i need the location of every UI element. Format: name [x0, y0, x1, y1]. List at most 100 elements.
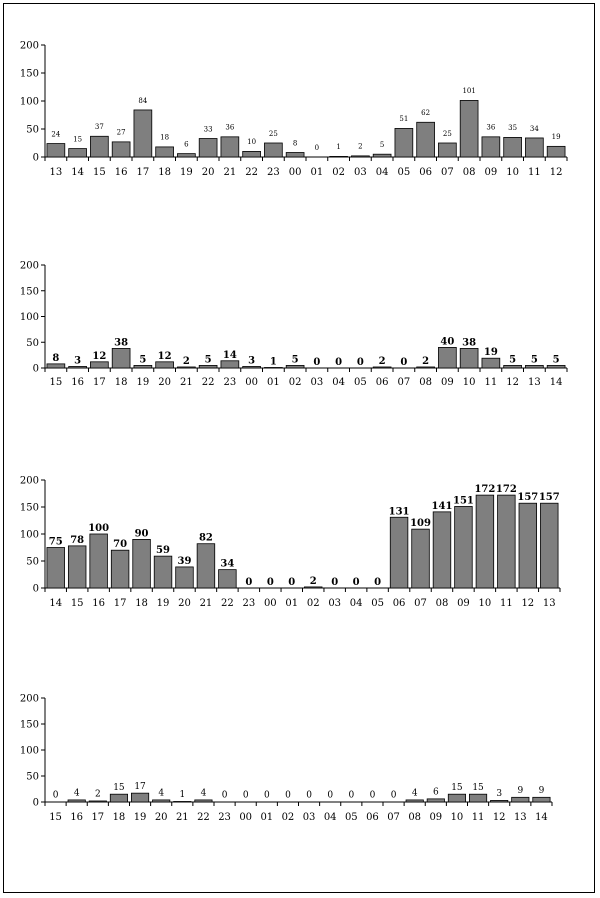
- bar: [475, 494, 495, 589]
- data-label: 0: [315, 144, 319, 152]
- x-tick-label: 02: [282, 812, 295, 823]
- data-label: 10: [247, 138, 256, 146]
- y-tick-label: 200: [20, 41, 39, 52]
- bar: [447, 793, 466, 803]
- data-label: 8: [293, 139, 297, 147]
- data-label: 15: [113, 783, 125, 793]
- bar: [175, 566, 194, 589]
- data-label: 0: [335, 357, 342, 368]
- bar: [518, 502, 538, 589]
- data-label: 109: [410, 518, 431, 529]
- x-tick-label: 09: [485, 167, 498, 178]
- x-tick-label: 17: [114, 598, 127, 609]
- bar: [304, 586, 323, 589]
- data-label: 75: [49, 537, 63, 548]
- bar: [497, 494, 516, 589]
- bar: [532, 796, 551, 803]
- data-label: 0: [348, 791, 354, 801]
- x-tick-label: 08: [436, 598, 449, 609]
- x-tick-label: 09: [429, 812, 442, 823]
- bar: [525, 365, 544, 369]
- bar: [218, 569, 237, 589]
- x-tick-label: 14: [535, 812, 548, 823]
- x-tick-label: 15: [93, 167, 106, 178]
- data-label: 14: [223, 350, 237, 361]
- data-label: 0: [267, 577, 274, 588]
- x-tick-label: 00: [264, 598, 277, 609]
- bar: [67, 545, 87, 589]
- data-label: 33: [204, 125, 213, 133]
- x-tick-label: 14: [49, 598, 62, 609]
- data-label: 27: [117, 129, 126, 137]
- bar: [459, 348, 479, 369]
- bar: [177, 366, 196, 369]
- x-tick-label: 09: [441, 377, 454, 388]
- bar: [372, 153, 392, 158]
- figure-frame: [3, 3, 595, 893]
- data-label: 0: [400, 357, 407, 368]
- data-label: 3: [248, 355, 255, 366]
- x-tick-label: 23: [224, 377, 237, 388]
- x-tick-label: 20: [202, 167, 215, 178]
- data-label: 0: [331, 577, 338, 588]
- x-tick-label: 06: [419, 167, 432, 178]
- y-tick-label: 100: [20, 312, 39, 323]
- data-label: 0: [53, 791, 59, 801]
- data-label: 62: [421, 109, 430, 117]
- x-tick-label: 10: [479, 598, 492, 609]
- data-label: 78: [70, 535, 84, 546]
- x-tick-label: 11: [485, 377, 498, 388]
- data-label: 5: [531, 354, 538, 365]
- data-label: 0: [391, 791, 397, 801]
- x-tick-label: 10: [506, 167, 519, 178]
- bar: [426, 798, 445, 803]
- x-tick-label: 13: [543, 598, 556, 609]
- bar: [88, 800, 107, 803]
- x-tick-label: 22: [221, 598, 234, 609]
- y-tick-label: 200: [20, 261, 39, 272]
- x-tick-label: 15: [49, 812, 62, 823]
- bar: [90, 135, 109, 158]
- data-label: 157: [539, 492, 560, 503]
- bar: [546, 365, 566, 369]
- data-label: 2: [422, 356, 429, 367]
- data-label: 2: [183, 356, 190, 367]
- x-tick-label: 23: [242, 598, 255, 609]
- bar: [155, 146, 174, 158]
- data-label: 38: [462, 337, 476, 348]
- data-label: 1: [179, 790, 185, 800]
- bar: [503, 137, 522, 158]
- bar: [111, 141, 131, 158]
- bar: [220, 360, 240, 369]
- x-tick-label: 08: [463, 167, 476, 178]
- bar: [503, 365, 522, 369]
- x-tick-label: 13: [50, 167, 63, 178]
- y-tick-label: 0: [33, 364, 39, 375]
- y-tick-label: 0: [33, 584, 39, 595]
- bar: [394, 128, 414, 158]
- data-label: 0: [357, 357, 364, 368]
- x-tick-label: 01: [260, 812, 273, 823]
- data-label: 9: [539, 786, 545, 796]
- x-tick-label: 03: [303, 812, 316, 823]
- x-tick-label: 07: [414, 598, 427, 609]
- bar: [351, 155, 370, 158]
- data-label: 39: [178, 556, 192, 567]
- bar: [133, 109, 153, 158]
- x-tick-label: 15: [71, 598, 84, 609]
- bar: [111, 348, 131, 369]
- x-tick-label: 21: [224, 167, 237, 178]
- data-label: 131: [389, 506, 410, 517]
- x-tick-label: 07: [387, 812, 400, 823]
- x-tick-label: 11: [472, 812, 485, 823]
- x-tick-label: 03: [311, 377, 324, 388]
- x-tick-label: 03: [354, 167, 367, 178]
- data-label: 25: [269, 130, 278, 138]
- y-tick-label: 150: [20, 503, 39, 514]
- x-tick-label: 06: [366, 812, 379, 823]
- x-tick-label: 14: [71, 167, 84, 178]
- x-tick-label: 00: [289, 167, 302, 178]
- data-label: 1: [270, 356, 277, 367]
- y-tick-label: 0: [33, 798, 39, 809]
- data-label: 15: [73, 135, 82, 143]
